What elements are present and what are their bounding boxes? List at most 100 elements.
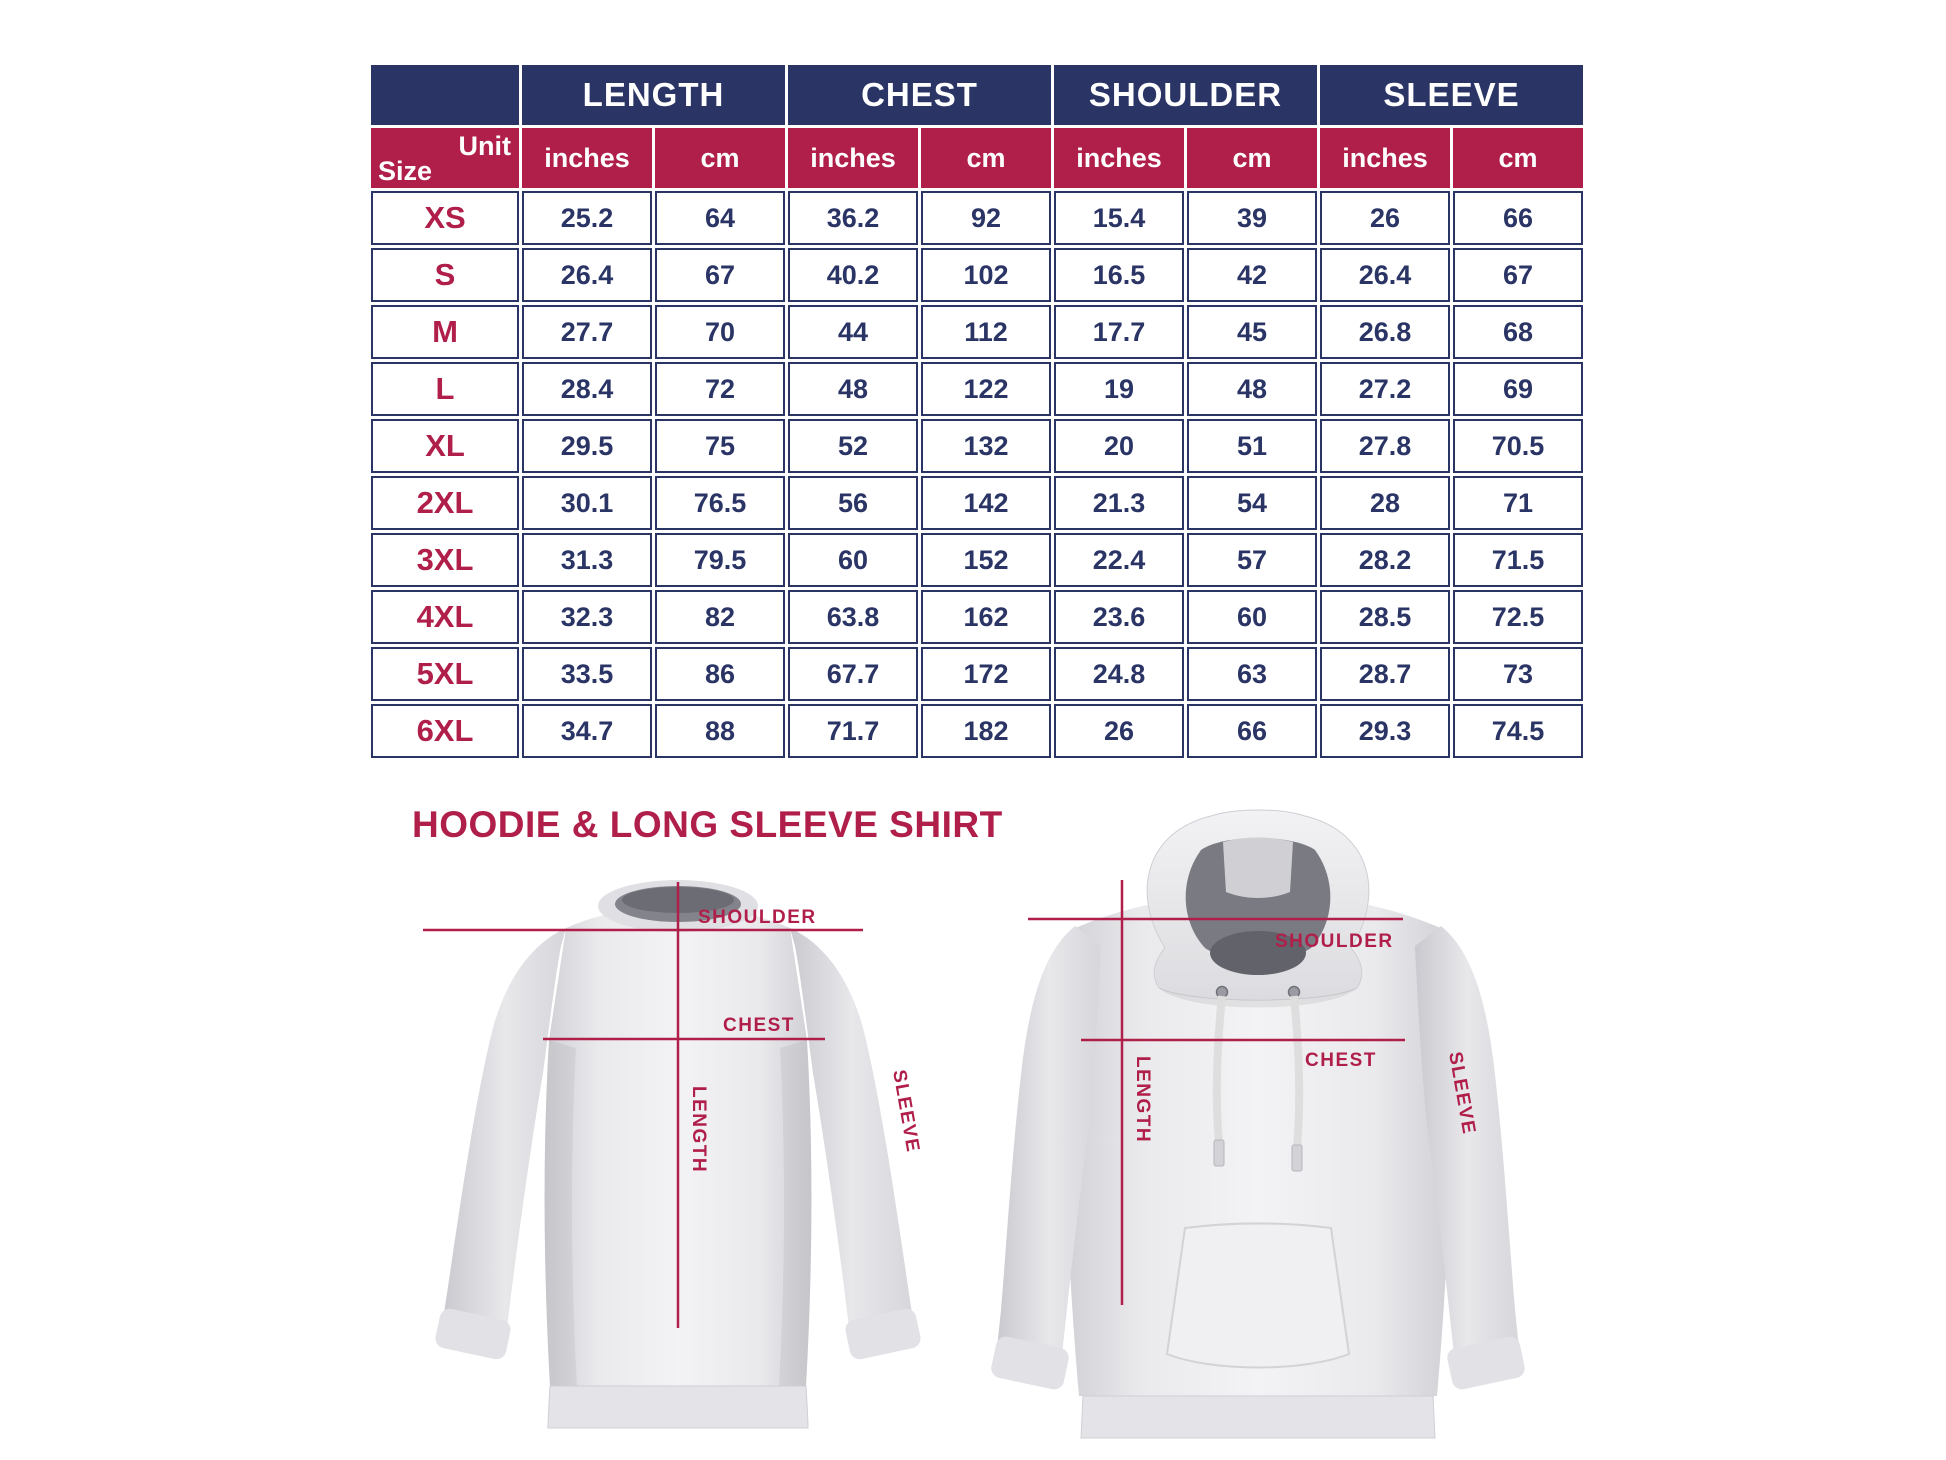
shirt-shoulder-label: SHOULDER: [698, 907, 817, 928]
measurement-cell: 63.8: [788, 590, 918, 644]
measurement-cell: 60: [788, 533, 918, 587]
measurement-cell: 56: [788, 476, 918, 530]
group-header-shoulder: SHOULDER: [1054, 65, 1317, 125]
measurement-cell: 70: [655, 305, 785, 359]
measurement-cell: 51: [1187, 419, 1317, 473]
unit-cell: inches: [522, 128, 652, 188]
size-label: 4XL: [371, 590, 519, 644]
shirt-side-shadow-left: [544, 1040, 577, 1386]
unit-cell: inches: [788, 128, 918, 188]
measurement-cell: 60: [1187, 590, 1317, 644]
measurement-cell: 76.5: [655, 476, 785, 530]
measurement-cell: 74.5: [1453, 704, 1583, 758]
hoodie-right-drawstring: [1290, 995, 1304, 1149]
group-header-length: LENGTH: [522, 65, 785, 125]
measurement-cell: 15.4: [1054, 191, 1184, 245]
size-label: S: [371, 248, 519, 302]
unit-header-row: Unit Size inches cm inches cm inches cm …: [371, 128, 1583, 188]
hoodie-left-aglet: [1213, 1139, 1225, 1167]
shirt-left-sleeve: [443, 928, 566, 1336]
table-row: M 27.7 70 44 112 17.7 45 26.8 68: [371, 305, 1583, 359]
measurement-cell: 30.1: [522, 476, 652, 530]
size-label: L: [371, 362, 519, 416]
measurement-cell: 20: [1054, 419, 1184, 473]
hoodie-shoulder-shadow: [1159, 988, 1357, 1008]
size-label: 6XL: [371, 704, 519, 758]
unit-cell: inches: [1320, 128, 1450, 188]
measurement-cell: 48: [788, 362, 918, 416]
hoodie-right-aglet: [1291, 1144, 1303, 1172]
hoodie-shoulder-label: SHOULDER: [1275, 931, 1394, 952]
measurement-cell: 152: [921, 533, 1051, 587]
measurement-cell: 92: [921, 191, 1051, 245]
hoodie-pocket: [1165, 1222, 1351, 1369]
hoodie-body: [1063, 894, 1453, 1396]
measurement-cell: 26: [1320, 191, 1450, 245]
measurement-cell: 172: [921, 647, 1051, 701]
measurement-cell: 28.2: [1320, 533, 1450, 587]
measurement-cell: 26: [1054, 704, 1184, 758]
measurement-cell: 48: [1187, 362, 1317, 416]
shirt-right-sleeve: [790, 928, 913, 1336]
corner-unit-label: Unit: [458, 131, 511, 161]
measurement-cell: 34.7: [522, 704, 652, 758]
measurement-cell: 28: [1320, 476, 1450, 530]
measurement-cell: 112: [921, 305, 1051, 359]
hoodie-left-cuff: [991, 1336, 1069, 1390]
hoodie-illustration: SHOULDER CHEST LENGTH SLEEVE: [991, 809, 1525, 1439]
size-label: 3XL: [371, 533, 519, 587]
measurement-cell: 57: [1187, 533, 1317, 587]
measurement-cell: 26.4: [1320, 248, 1450, 302]
size-label: M: [371, 305, 519, 359]
measurement-cell: 33.5: [522, 647, 652, 701]
size-label: 2XL: [371, 476, 519, 530]
table-row: 3XL 31.3 79.5 60 152 22.4 57 28.2 71.5: [371, 533, 1583, 587]
hoodie-left-drawstring: [1212, 995, 1226, 1144]
measurement-cell: 79.5: [655, 533, 785, 587]
measurement-cell: 67: [1453, 248, 1583, 302]
shirt-left-cuff: [435, 1308, 511, 1360]
size-label: XS: [371, 191, 519, 245]
measurement-cell: 45: [1187, 305, 1317, 359]
measurement-cell: 29.5: [522, 419, 652, 473]
shirt-hem-band: [547, 1385, 809, 1429]
measurement-cell: 44: [788, 305, 918, 359]
measurement-cell: 63: [1187, 647, 1317, 701]
size-chart-table: LENGTH CHEST SHOULDER SLEEVE Unit Size i…: [368, 62, 1586, 761]
table-row: 6XL 34.7 88 71.7 182 26 66 29.3 74.5: [371, 704, 1583, 758]
measurement-cell: 72.5: [1453, 590, 1583, 644]
measurement-cell: 69: [1453, 362, 1583, 416]
shirt-side-shadow-right: [779, 1040, 812, 1386]
table-row: 4XL 32.3 82 63.8 162 23.6 60 28.5 72.5: [371, 590, 1583, 644]
measurement-cell: 16.5: [1054, 248, 1184, 302]
measurement-cell: 29.3: [1320, 704, 1450, 758]
measurement-cell: 102: [921, 248, 1051, 302]
measurement-cell: 42: [1187, 248, 1317, 302]
measurement-cell: 36.2: [788, 191, 918, 245]
measurement-cell: 24.8: [1054, 647, 1184, 701]
shirt-right-cuff: [845, 1308, 921, 1360]
corner-size-label: Size: [378, 156, 433, 186]
unit-size-corner-cell: Unit Size: [371, 128, 519, 188]
hoodie-left-sleeve: [997, 926, 1101, 1364]
hoodie-hood-lining: [1223, 837, 1293, 898]
group-header-row: LENGTH CHEST SHOULDER SLEEVE: [371, 65, 1583, 125]
unit-cell: cm: [921, 128, 1051, 188]
measurement-cell: 122: [921, 362, 1051, 416]
measurement-cell: 27.7: [522, 305, 652, 359]
measurement-cell: 28.4: [522, 362, 652, 416]
measurement-cell: 72: [655, 362, 785, 416]
measurement-cell: 23.6: [1054, 590, 1184, 644]
measurement-cell: 21.3: [1054, 476, 1184, 530]
measurement-cell: 28.7: [1320, 647, 1450, 701]
measurement-cell: 19: [1054, 362, 1184, 416]
measurement-cell: 82: [655, 590, 785, 644]
measurement-cell: 26.4: [522, 248, 652, 302]
measurement-cell: 25.2: [522, 191, 652, 245]
group-header-chest: CHEST: [788, 65, 1051, 125]
measurement-cell: 52: [788, 419, 918, 473]
measurement-cell: 68: [1453, 305, 1583, 359]
measurement-cell: 71: [1453, 476, 1583, 530]
measurement-cell: 67: [655, 248, 785, 302]
unit-cell: inches: [1054, 128, 1184, 188]
